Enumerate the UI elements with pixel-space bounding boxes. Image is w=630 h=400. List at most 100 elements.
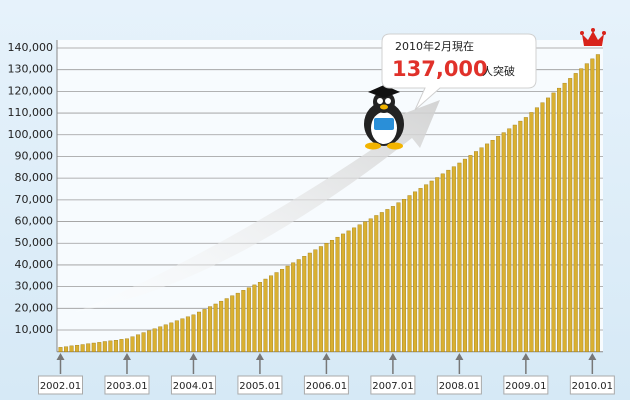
x-tick-box <box>237 375 283 395</box>
y-tick-label: 30,000 <box>15 280 54 293</box>
bar <box>158 326 163 352</box>
bar <box>324 243 329 352</box>
x-tick-box <box>104 375 150 395</box>
penguin <box>364 85 404 150</box>
bar <box>163 324 168 352</box>
x-tick-label: 2003.01 <box>106 381 147 392</box>
bar <box>235 292 240 352</box>
bar <box>429 180 434 352</box>
bar <box>352 227 357 352</box>
y-tick-label: 130,000 <box>8 63 54 76</box>
tick-arrow-head <box>588 353 597 360</box>
tick-arrow-head <box>189 353 198 360</box>
bar <box>152 328 157 352</box>
bar <box>485 143 490 352</box>
bar <box>584 63 589 352</box>
bar <box>363 221 368 352</box>
y-tick-label: 80,000 <box>15 171 54 184</box>
bar <box>291 262 296 352</box>
x-tick-box <box>569 375 615 395</box>
tick-arrow-head <box>122 353 131 360</box>
bar <box>108 340 113 352</box>
bar <box>280 269 285 352</box>
bar <box>174 320 179 352</box>
y-tick-label: 40,000 <box>15 258 54 271</box>
bar <box>579 68 584 352</box>
x-tick-label: 2009.01 <box>505 381 546 392</box>
bar <box>534 107 539 352</box>
x-tick-label: 2004.01 <box>173 381 214 392</box>
bar <box>551 92 556 352</box>
bar <box>496 136 501 352</box>
bar <box>595 54 600 352</box>
bar <box>141 332 146 352</box>
bar <box>396 202 401 352</box>
x-tick-label: 2005.01 <box>239 381 280 392</box>
bar <box>202 309 207 352</box>
bar <box>113 340 118 352</box>
tick-arrow-head <box>521 353 530 360</box>
bar <box>413 191 418 352</box>
x-tick-box <box>303 375 349 395</box>
bar <box>269 275 274 352</box>
bar <box>490 139 495 352</box>
y-tick-label: 90,000 <box>15 149 54 162</box>
bar <box>474 151 479 352</box>
bar <box>124 338 129 352</box>
tick-arrow-head <box>255 353 264 360</box>
bar <box>368 218 373 352</box>
bar <box>313 249 318 352</box>
callout-suffix: 人突破 <box>482 64 515 78</box>
bar <box>75 344 80 352</box>
bar <box>246 287 251 352</box>
bar <box>501 132 506 352</box>
bar <box>91 342 96 352</box>
bar <box>307 252 312 352</box>
bar <box>58 347 63 352</box>
bar <box>285 265 290 352</box>
bar <box>523 117 528 352</box>
bar <box>507 128 512 352</box>
bar <box>169 322 174 352</box>
bar <box>418 188 423 352</box>
y-tick-label: 70,000 <box>15 193 54 206</box>
x-tick-box <box>503 375 549 395</box>
bar <box>468 155 473 352</box>
bar <box>69 345 74 352</box>
bar <box>546 97 551 352</box>
x-tick-label: 2010.01 <box>572 381 613 392</box>
bar <box>185 316 190 352</box>
bar <box>274 272 279 352</box>
bar <box>263 278 268 352</box>
bar <box>401 198 406 352</box>
bar <box>102 341 107 352</box>
y-tick-label: 10,000 <box>15 323 54 336</box>
bar <box>257 282 262 352</box>
x-tick-box <box>38 375 83 395</box>
bar <box>424 184 429 352</box>
bar <box>479 147 484 352</box>
bar <box>147 330 152 352</box>
bar <box>329 239 334 352</box>
bar <box>390 206 395 352</box>
y-tick-label: 110,000 <box>8 106 54 119</box>
bar <box>512 124 517 352</box>
callout-number: 137,000 <box>392 57 488 81</box>
y-tick-label: 100,000 <box>8 128 54 141</box>
bar <box>440 173 445 352</box>
bar <box>296 259 301 352</box>
bar <box>407 195 412 352</box>
bar <box>573 73 578 352</box>
crown <box>580 28 606 46</box>
bar <box>119 339 124 352</box>
y-tick-label: 50,000 <box>15 236 54 249</box>
bar <box>379 212 384 352</box>
bar <box>335 236 340 352</box>
bar <box>568 78 573 352</box>
bar <box>230 295 235 352</box>
bar <box>208 306 213 352</box>
x-tick-box <box>170 375 216 395</box>
bar <box>213 303 218 352</box>
bar <box>196 311 201 352</box>
tick-arrow-head <box>455 353 464 360</box>
